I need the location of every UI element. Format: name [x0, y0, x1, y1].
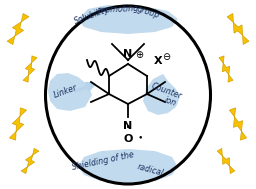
Text: Counter: Counter [151, 81, 184, 101]
Text: Shielding of the: Shielding of the [71, 150, 135, 172]
Polygon shape [143, 74, 180, 115]
Polygon shape [21, 148, 39, 174]
Text: group: group [135, 4, 161, 20]
Text: N: N [123, 49, 133, 59]
Text: $\ominus$: $\ominus$ [162, 50, 172, 61]
Text: radical: radical [136, 162, 164, 178]
Text: O: O [123, 134, 133, 144]
Text: promoting: promoting [97, 3, 139, 15]
Polygon shape [7, 13, 29, 44]
Text: $\oplus$: $\oplus$ [135, 50, 145, 60]
Text: N: N [123, 121, 133, 131]
Text: Solubility: Solubility [73, 4, 111, 26]
Polygon shape [78, 5, 178, 34]
Polygon shape [229, 108, 247, 140]
Polygon shape [227, 13, 249, 44]
Polygon shape [23, 56, 37, 82]
Text: ion: ion [163, 96, 177, 108]
Text: X: X [154, 56, 162, 66]
Text: Linker: Linker [52, 83, 78, 99]
Polygon shape [219, 56, 233, 82]
Text: $^{\bullet}$: $^{\bullet}$ [137, 133, 143, 146]
Polygon shape [217, 148, 235, 174]
Ellipse shape [46, 6, 210, 184]
Polygon shape [78, 149, 178, 183]
Polygon shape [9, 108, 27, 140]
Polygon shape [48, 73, 92, 111]
